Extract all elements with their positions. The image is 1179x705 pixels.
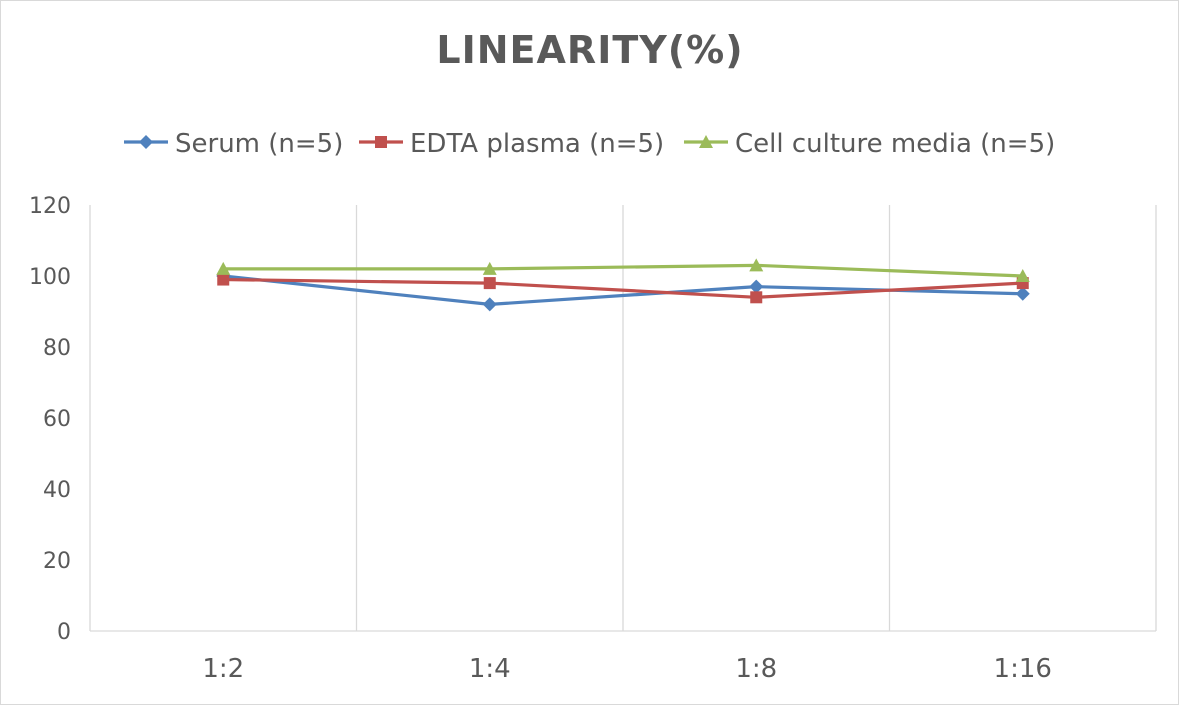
legend-item: Cell culture media (n=5) <box>684 129 1055 159</box>
y-axis-ticks: 0 20 40 60 80 100 120 <box>29 194 71 645</box>
x-tick-label: 1:8 <box>735 654 777 684</box>
gridlines <box>89 205 1157 631</box>
series-line <box>223 263 1023 278</box>
y-tick-label: 40 <box>43 478 71 503</box>
data-point <box>749 279 764 294</box>
y-tick-label: 20 <box>43 549 71 574</box>
y-tick-label: 0 <box>57 620 71 645</box>
x-tick-label: 1:4 <box>469 654 511 684</box>
data-point <box>482 297 497 312</box>
x-tick-label: 1:2 <box>202 654 244 684</box>
y-tick-label: 80 <box>43 336 71 361</box>
legend-item: Serum (n=5) <box>124 129 343 159</box>
y-tick-label: 120 <box>29 194 71 219</box>
data-point <box>483 277 496 290</box>
plot-area: 0 20 40 60 80 100 120 1:2 1:4 1:8 1:16 <box>29 194 1157 684</box>
data-point <box>216 261 231 275</box>
series-2 <box>216 258 1030 282</box>
legend-item: EDTA plasma (n=5) <box>359 129 664 159</box>
data-point <box>217 273 230 286</box>
legend-marker <box>139 135 153 149</box>
legend-marker <box>375 136 387 148</box>
chart-title: LINEARITY(%) <box>436 28 743 72</box>
legend-label: Cell culture media (n=5) <box>735 129 1055 159</box>
data-point <box>749 258 764 272</box>
data-point <box>482 261 497 275</box>
y-tick-label: 60 <box>43 407 71 432</box>
x-tick-label: 1:16 <box>994 654 1052 684</box>
x-axis-ticks: 1:2 1:4 1:8 1:16 <box>202 654 1052 684</box>
series-group <box>216 258 1030 312</box>
data-point <box>1015 269 1030 282</box>
legend-label: EDTA plasma (n=5) <box>410 129 664 159</box>
legend: Serum (n=5) EDTA plasma (n=5) Cell culture… <box>124 129 1055 159</box>
series-line <box>223 277 1023 299</box>
legend-marker <box>699 135 713 148</box>
data-point <box>1015 286 1030 301</box>
data-point <box>750 291 763 304</box>
y-tick-label: 100 <box>29 265 71 290</box>
legend-label: Serum (n=5) <box>175 129 343 159</box>
